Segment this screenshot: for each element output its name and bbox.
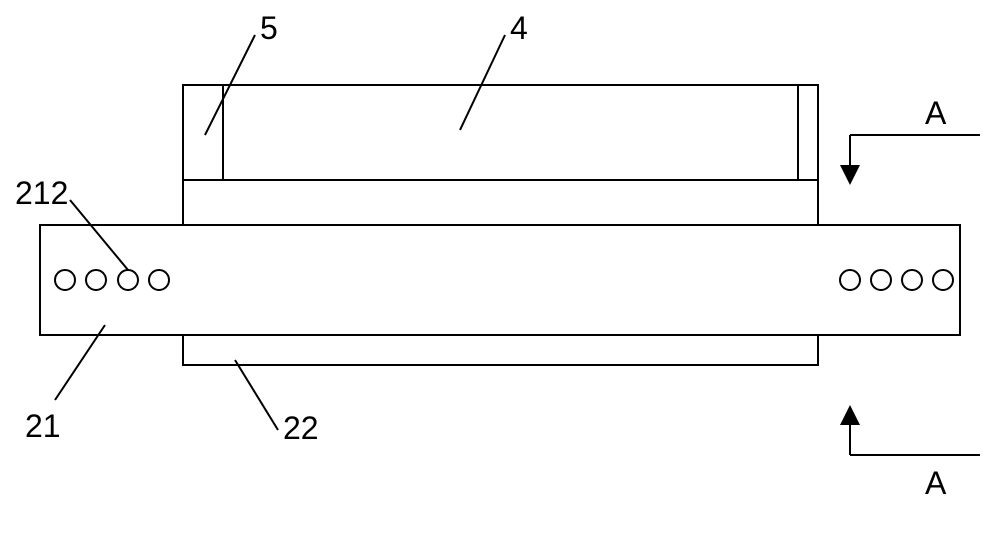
section-top-arrow <box>840 165 860 185</box>
engineering-diagram: 5 4 212 21 22 A A <box>0 0 1000 541</box>
section-bottom-arrow <box>840 405 860 425</box>
hole-left-2 <box>86 270 106 290</box>
label-21: 21 <box>25 408 61 445</box>
label-4: 4 <box>510 10 528 47</box>
label-212: 212 <box>15 175 68 212</box>
label-5: 5 <box>260 10 278 47</box>
hole-right-1 <box>840 270 860 290</box>
leader-212 <box>70 200 128 270</box>
top-component-outer <box>183 85 818 180</box>
bottom-thin-rect <box>183 335 818 365</box>
diagram-svg <box>0 0 1000 541</box>
hole-right-3 <box>902 270 922 290</box>
section-label-a-top: A <box>925 95 946 132</box>
hole-right-2 <box>871 270 891 290</box>
leader-22 <box>235 360 278 430</box>
hole-right-4 <box>933 270 953 290</box>
label-22: 22 <box>283 410 319 447</box>
hole-left-4 <box>149 270 169 290</box>
leader-21 <box>55 325 105 400</box>
middle-bar <box>40 225 960 335</box>
section-label-a-bottom: A <box>925 465 946 502</box>
hole-left-1 <box>55 270 75 290</box>
leader-4 <box>460 35 505 130</box>
hole-left-3 <box>118 270 138 290</box>
